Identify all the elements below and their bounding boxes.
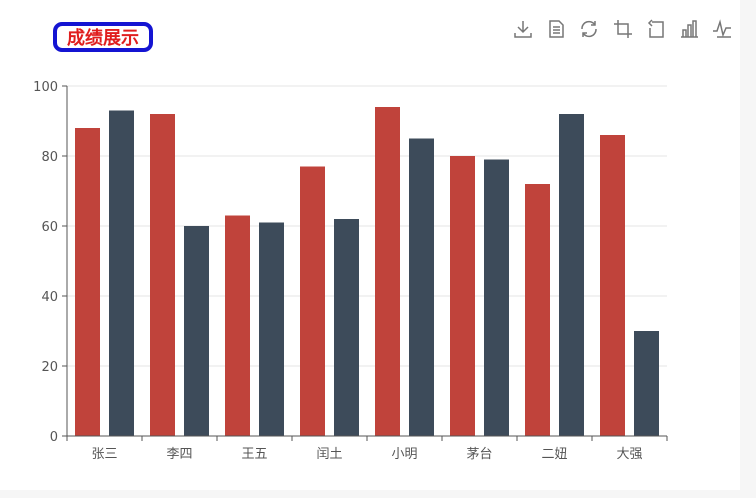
- bar-series-2[interactable]: [559, 114, 584, 436]
- bar-icon[interactable]: [678, 18, 702, 44]
- x-tick-label: 李四: [166, 447, 192, 462]
- bars: [75, 107, 659, 436]
- bar-series-1[interactable]: [225, 215, 250, 437]
- x-tick-label: 小明: [391, 447, 417, 462]
- bar-series-2[interactable]: [184, 226, 209, 436]
- y-tick-label: 60: [41, 220, 58, 235]
- x-tick-label: 闰土: [316, 447, 342, 462]
- bar-series-2[interactable]: [484, 159, 509, 437]
- bar-series-1[interactable]: [150, 114, 175, 436]
- bar-series-1[interactable]: [600, 135, 625, 436]
- bar-series-1[interactable]: [450, 156, 475, 436]
- line-icon[interactable]: [711, 18, 735, 44]
- data-view-icon[interactable]: [545, 18, 569, 44]
- zoom-icon[interactable]: [612, 18, 636, 44]
- axes: [62, 85, 668, 441]
- x-tick-label: 大强: [616, 447, 642, 462]
- y-tick-label: 80: [41, 150, 58, 165]
- chart-title-box: 成绩展示: [53, 22, 153, 52]
- x-tick-label: 茅台: [466, 447, 492, 462]
- chart-title: 成绩展示: [67, 28, 139, 49]
- bar-series-2[interactable]: [409, 138, 434, 437]
- y-tick-label: 100: [33, 80, 58, 95]
- bar-series-2[interactable]: [634, 331, 659, 436]
- x-tick-label: 张三: [91, 447, 117, 462]
- restore-icon[interactable]: [578, 18, 602, 44]
- bar-series-2[interactable]: [259, 222, 284, 437]
- bar-series-1[interactable]: [300, 166, 325, 437]
- bar-series-2[interactable]: [109, 110, 134, 437]
- bar-series-2[interactable]: [334, 219, 359, 436]
- x-tick-label: 二妞: [541, 447, 567, 462]
- bar-series-1[interactable]: [525, 184, 550, 436]
- zoom-back-icon[interactable]: [645, 18, 669, 44]
- bar-series-1[interactable]: [75, 128, 100, 436]
- save-as-image-icon[interactable]: [512, 18, 536, 44]
- bar-series-1[interactable]: [375, 107, 400, 436]
- y-tick-label: 20: [41, 360, 58, 375]
- x-tick-label: 王五: [241, 447, 267, 462]
- y-tick-label: 40: [41, 290, 58, 305]
- axis-labels: 0 20 40 60 80 100 张三 李四 王五 闰土 小明 茅台 二妞 大强: [33, 80, 642, 462]
- y-tick-label: 0: [50, 430, 58, 445]
